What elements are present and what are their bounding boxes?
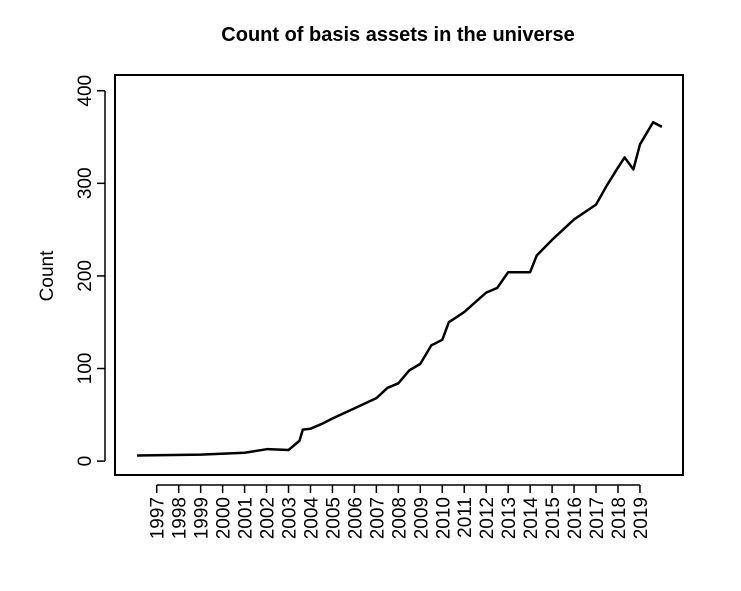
chart-title: Count of basis assets in the universe	[221, 24, 574, 46]
x-tick-label: 2005	[323, 497, 344, 539]
x-tick-label: 2002	[258, 497, 279, 539]
y-tick-label: 300	[75, 167, 96, 199]
x-tick-label: 2010	[433, 497, 454, 539]
plot-frame	[114, 74, 684, 476]
x-tick-label: 2018	[609, 497, 630, 539]
x-tick-label: 2009	[411, 497, 432, 539]
y-axis-label: Count	[37, 250, 58, 301]
x-tick-label: 2015	[543, 497, 564, 539]
x-tick-label: 2011	[455, 497, 476, 538]
x-tick-label: 2008	[389, 497, 410, 539]
y-tick-label: 200	[75, 260, 96, 292]
x-tick-label: 2001	[236, 497, 257, 539]
x-tick-label: 2006	[345, 497, 366, 539]
y-tick-label: 100	[75, 353, 96, 385]
x-tick-label: 2003	[280, 497, 301, 539]
x-tick-label: 1999	[192, 497, 213, 539]
x-tick-label: 2007	[367, 497, 388, 539]
y-tick-label: 0	[75, 456, 96, 467]
x-tick-label: 2013	[499, 497, 520, 539]
x-tick-label: 2017	[587, 497, 608, 539]
x-tick-label: 2014	[521, 497, 542, 540]
x-tick-label: 2012	[477, 497, 498, 539]
x-tick-label: 2000	[214, 497, 235, 539]
x-tick-label: 2004	[301, 497, 322, 540]
x-tick-label: 1997	[148, 497, 169, 539]
x-tick-label: 1998	[170, 497, 191, 539]
y-tick-label: 400	[75, 75, 96, 107]
series-line	[136, 120, 663, 457]
x-tick-label: 2019	[631, 497, 652, 539]
x-tick-label: 2016	[565, 497, 586, 539]
